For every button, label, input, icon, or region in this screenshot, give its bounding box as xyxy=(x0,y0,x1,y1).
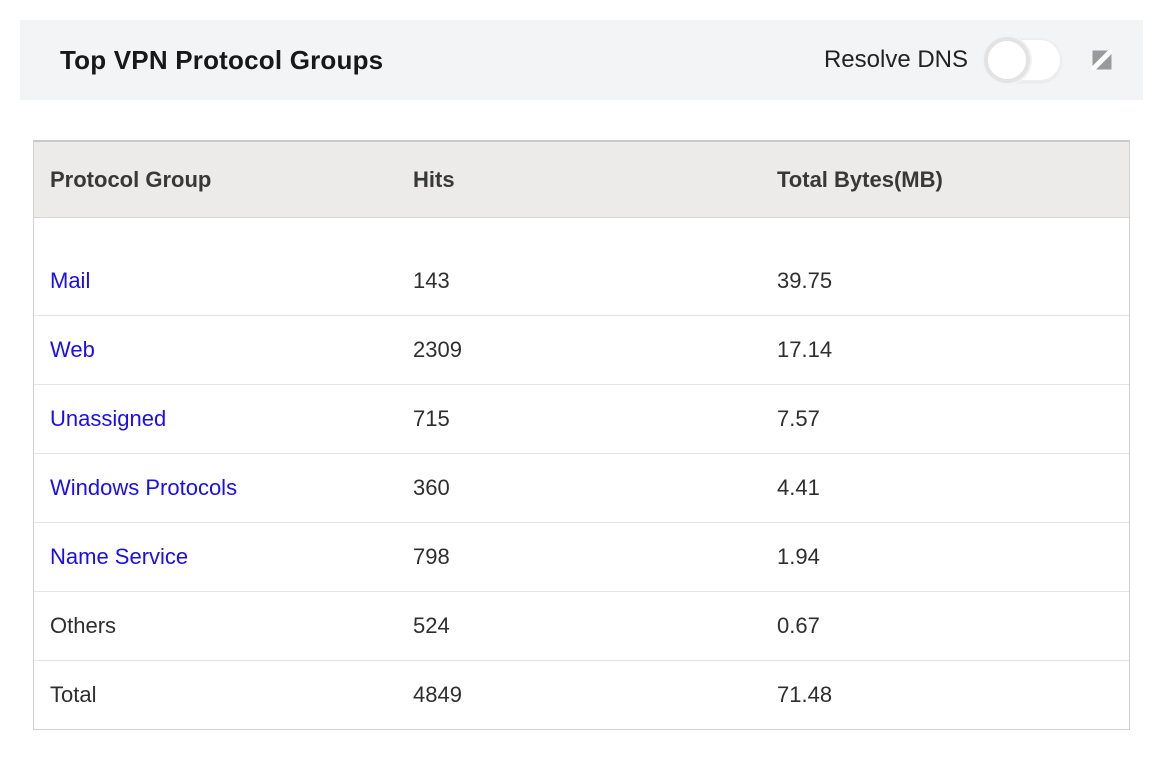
total-bytes-value: 7.57 xyxy=(777,406,820,431)
total-bytes-value: 71.48 xyxy=(777,682,833,707)
protocol-group-cell: Web xyxy=(34,337,413,363)
hits-value: 143 xyxy=(413,267,450,293)
column-header-protocol-group: Protocol Group xyxy=(50,166,212,192)
protocol-group-cell: Windows Protocols xyxy=(34,475,413,501)
protocol-group-label: Others xyxy=(50,613,117,638)
hits-value: 524 xyxy=(413,613,450,638)
protocol-group-label: Total xyxy=(50,682,97,707)
protocol-group-link[interactable]: Windows Protocols xyxy=(50,475,238,500)
table-body: Mail 143 39.75 Web 2309 17.14 Unassigned… xyxy=(34,218,1129,729)
table-row: Others 524 0.67 xyxy=(34,591,1129,660)
resolve-dns-toggle[interactable] xyxy=(984,37,1062,83)
hits-value: 4849 xyxy=(413,682,462,707)
protocol-group-link[interactable]: Name Service xyxy=(50,544,189,569)
table-row: Name Service 798 1.94 xyxy=(34,522,1129,591)
protocol-group-cell: Name Service xyxy=(34,544,413,570)
protocol-group-cell: Unassigned xyxy=(34,406,413,432)
protocol-group-link[interactable]: Web xyxy=(50,337,95,362)
total-bytes-value: 1.94 xyxy=(777,544,820,569)
column-header-total-bytes: Total Bytes(MB) xyxy=(777,166,943,192)
total-bytes-value: 39.75 xyxy=(777,267,833,293)
table-header-row: Protocol Group Hits Total Bytes(MB) xyxy=(34,142,1129,218)
hits-value: 715 xyxy=(413,406,450,431)
widget-header: Top VPN Protocol Groups Resolve DNS xyxy=(20,20,1143,100)
total-bytes-value: 0.67 xyxy=(777,613,820,638)
hits-value: 2309 xyxy=(413,337,462,362)
protocol-group-link[interactable]: Mail xyxy=(50,267,91,293)
widget-title: Top VPN Protocol Groups xyxy=(60,44,384,75)
resize-diagonal-icon[interactable] xyxy=(1092,50,1112,70)
table-row: Unassigned 715 7.57 xyxy=(34,384,1129,453)
column-header-hits: Hits xyxy=(413,166,455,192)
protocol-group-cell: Total xyxy=(34,682,413,708)
table-row: Mail 143 39.75 xyxy=(34,246,1129,315)
protocol-group-link[interactable]: Unassigned xyxy=(50,406,167,431)
table-row: Total 4849 71.48 xyxy=(34,660,1129,729)
table-row: Windows Protocols 360 4.41 xyxy=(34,453,1129,522)
resolve-dns-label: Resolve DNS xyxy=(823,46,968,73)
hits-value: 360 xyxy=(413,475,450,500)
total-bytes-value: 4.41 xyxy=(777,475,820,500)
hits-value: 798 xyxy=(413,544,450,569)
toggle-knob xyxy=(984,37,1030,83)
total-bytes-value: 17.14 xyxy=(777,337,833,362)
header-controls: Resolve DNS xyxy=(823,37,1112,83)
table-row: Web 2309 17.14 xyxy=(34,315,1129,384)
protocol-group-table: Protocol Group Hits Total Bytes(MB) Mail… xyxy=(33,140,1130,730)
protocol-group-cell: Others xyxy=(34,613,413,639)
protocol-group-cell: Mail xyxy=(34,268,413,294)
